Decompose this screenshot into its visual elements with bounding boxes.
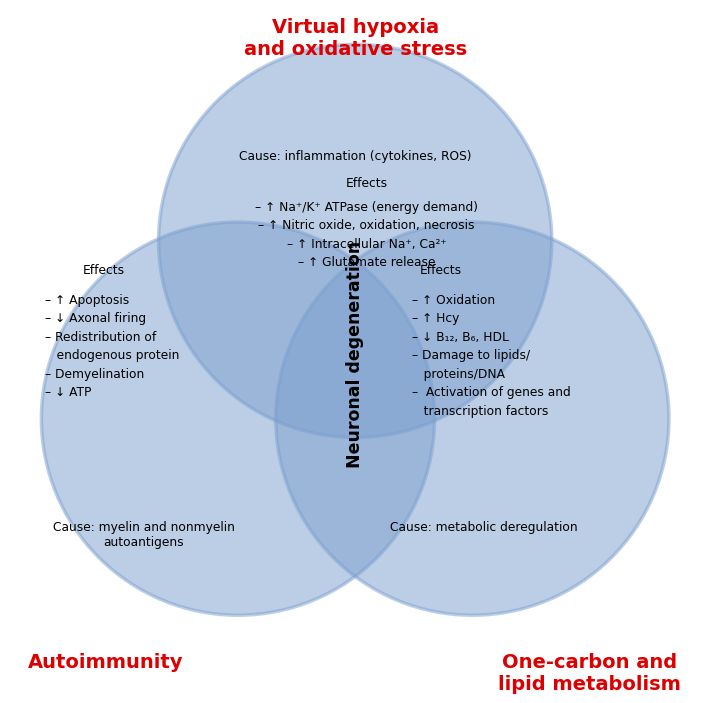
Text: Virtual hypoxia
and oxidative stress: Virtual hypoxia and oxidative stress: [244, 18, 467, 59]
Text: – ↑ Na⁺/K⁺ ATPase (energy demand)
– ↑ Nitric oxide, oxidation, necrosis
– ↑ Intr: – ↑ Na⁺/K⁺ ATPase (energy demand) – ↑ Ni…: [255, 201, 478, 269]
Text: Neuronal degeneration: Neuronal degeneration: [346, 241, 364, 468]
Text: Autoimmunity: Autoimmunity: [28, 653, 184, 672]
Text: Cause: metabolic deregulation: Cause: metabolic deregulation: [390, 521, 577, 534]
Text: Cause: inflammation (cytokines, ROS): Cause: inflammation (cytokines, ROS): [239, 150, 471, 163]
Text: – ↑ Oxidation
– ↑ Hcy
– ↓ B₁₂, B₆, HDL
– Damage to lipids/
   proteins/DNA
–  Ac: – ↑ Oxidation – ↑ Hcy – ↓ B₁₂, B₆, HDL –…: [412, 294, 570, 418]
Text: Effects: Effects: [419, 264, 461, 277]
Text: Cause: myelin and nonmyelin
autoantigens: Cause: myelin and nonmyelin autoantigens: [53, 521, 234, 549]
Circle shape: [276, 222, 669, 615]
Circle shape: [41, 222, 434, 615]
Text: Effects: Effects: [83, 264, 125, 277]
Text: – ↑ Apoptosis
– ↓ Axonal firing
– Redistribution of
   endogenous protein
– Demy: – ↑ Apoptosis – ↓ Axonal firing – Redist…: [45, 294, 179, 399]
Text: Effects: Effects: [345, 176, 387, 190]
Circle shape: [159, 44, 552, 437]
Text: One-carbon and
lipid metabolism: One-carbon and lipid metabolism: [498, 653, 681, 694]
